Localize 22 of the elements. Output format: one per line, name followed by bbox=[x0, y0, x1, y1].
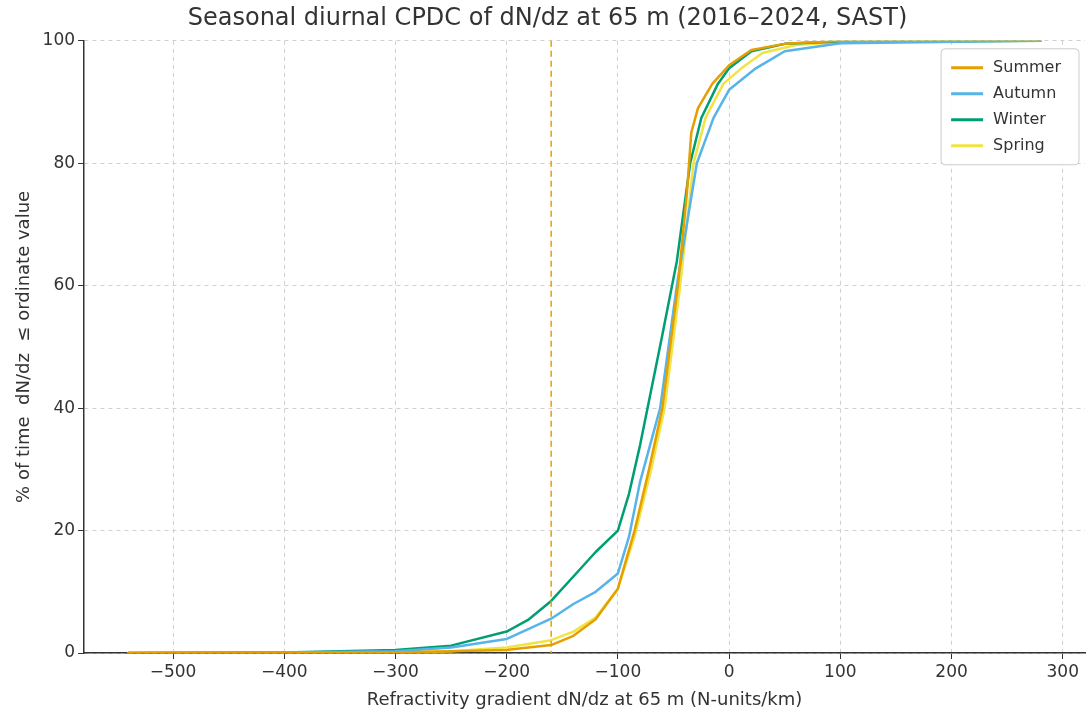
x-tick-label: 0 bbox=[723, 660, 735, 681]
x-tick-label: 200 bbox=[935, 660, 968, 681]
y-tick-label: 80 bbox=[53, 151, 76, 172]
y-tick-label: 20 bbox=[53, 518, 76, 539]
y-tick-label: 40 bbox=[53, 396, 76, 417]
x-tick-label: −100 bbox=[594, 660, 642, 681]
y-tick-label: 60 bbox=[53, 274, 76, 295]
x-tick-label: 100 bbox=[824, 660, 857, 681]
y-tick-label: 0 bbox=[64, 641, 76, 662]
legend-label: Summer bbox=[993, 56, 1062, 76]
legend-label: Winter bbox=[993, 108, 1047, 128]
x-tick-label: −300 bbox=[372, 660, 419, 681]
chart-title: Seasonal diurnal CPDC of dN/dz at 65 m (2016–2024, SAST) bbox=[187, 2, 908, 31]
x-tick-label: −500 bbox=[149, 660, 197, 681]
legend-label: Spring bbox=[993, 134, 1045, 154]
x-tick-label: 300 bbox=[1046, 660, 1079, 681]
y-axis-title: % of time dN/dz ≤ ordinate value bbox=[12, 190, 34, 503]
x-axis-title: Refractivity gradient dN/dz at 65 m (N-units/km) bbox=[366, 687, 803, 709]
y-tick-label: 100 bbox=[42, 29, 76, 50]
x-tick-label: −200 bbox=[483, 660, 531, 681]
legend-label: Autumn bbox=[993, 82, 1057, 102]
x-tick-label: −400 bbox=[260, 660, 308, 681]
